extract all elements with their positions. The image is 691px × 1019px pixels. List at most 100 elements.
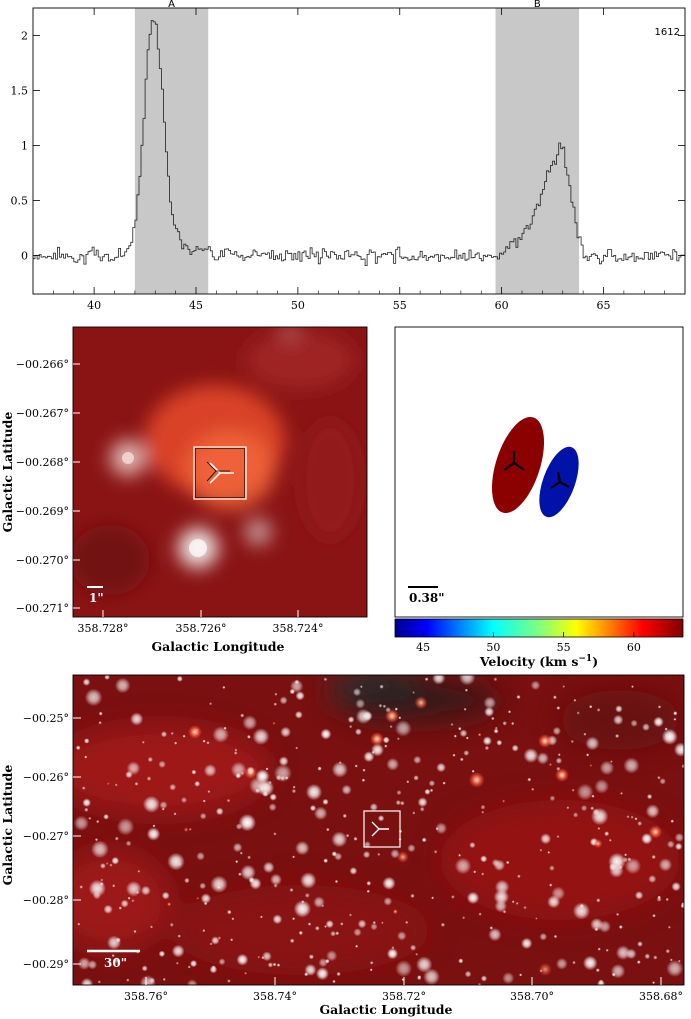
wide-bright-star	[188, 725, 202, 739]
wide-star	[203, 901, 208, 906]
wide-star	[465, 736, 469, 740]
wide-star	[235, 860, 239, 864]
wide-star	[677, 959, 681, 963]
wide-star	[681, 763, 684, 769]
wide-star	[147, 756, 153, 763]
wide-star	[370, 923, 378, 931]
wide-star	[353, 928, 362, 937]
spectrum-xtick-label: 65	[597, 299, 611, 312]
zoom-ytick-label: −00.266°	[16, 358, 69, 371]
wide-star	[265, 767, 269, 771]
wide-star	[97, 980, 101, 984]
wide-star	[382, 704, 387, 708]
zoom-scalebar-label: 1"	[89, 591, 104, 605]
wide-star	[199, 812, 207, 820]
wide-star	[109, 863, 113, 867]
wide-star	[142, 795, 160, 813]
component-b-marker-icon	[550, 471, 570, 489]
wide-star	[589, 764, 593, 767]
zoom-image-panel: 358.728° 358.726° 358.724° −00.266° −00.267°…	[0, 326, 368, 654]
wide-star	[82, 798, 91, 807]
wide-star	[576, 783, 594, 801]
wide-star	[429, 788, 434, 793]
wide-star	[238, 813, 256, 832]
wide-star	[227, 979, 231, 983]
wide-star	[581, 805, 588, 812]
wide-star	[566, 806, 570, 810]
wide-star	[634, 817, 638, 821]
wide-star	[555, 957, 568, 970]
wide-star	[386, 948, 399, 960]
wide-star	[355, 728, 362, 736]
wide-star	[309, 805, 317, 812]
wide-star	[230, 938, 234, 942]
wide-star	[295, 691, 305, 701]
wide-star	[480, 975, 488, 982]
wide-star	[100, 863, 106, 869]
spectrum-ytick-label: 0	[21, 250, 28, 263]
wide-star	[452, 753, 456, 757]
wide-bright-star	[370, 732, 384, 746]
wide-star	[377, 815, 385, 822]
wide-star	[585, 736, 600, 751]
wide-star	[511, 744, 519, 752]
wide-star	[352, 688, 362, 697]
wide-star	[397, 851, 409, 863]
wide-star	[464, 970, 472, 978]
wide-star	[73, 815, 89, 831]
wide-star	[613, 714, 624, 726]
wide-star	[269, 793, 277, 801]
wide-star	[360, 685, 363, 689]
wide-star	[557, 753, 561, 757]
wide-star	[111, 856, 120, 865]
wide-star	[681, 902, 684, 906]
wide-star	[330, 930, 336, 937]
wide-star	[270, 873, 282, 886]
wide-star	[515, 901, 519, 905]
wide-star	[511, 900, 515, 904]
wide-star	[140, 885, 151, 896]
wide-star	[480, 855, 488, 863]
wide-star	[295, 746, 299, 750]
wide-star	[275, 774, 282, 781]
wide-star	[362, 850, 371, 859]
wide-star	[355, 944, 359, 948]
wide-star	[169, 922, 174, 927]
wide-target-box	[363, 810, 401, 848]
wide-star	[227, 909, 232, 915]
wide-star	[611, 972, 616, 977]
wide-star	[304, 893, 310, 898]
wide-star	[249, 877, 262, 890]
wide-star	[240, 713, 245, 718]
wide-star	[459, 729, 468, 738]
wide-star	[531, 787, 535, 791]
wide-star	[555, 757, 563, 764]
wide-star	[665, 897, 669, 902]
wide-star	[618, 925, 623, 929]
wide-star	[615, 734, 620, 738]
wide-star	[167, 902, 172, 907]
wide-star	[553, 934, 558, 939]
wide-star	[202, 929, 206, 932]
wide-star	[304, 972, 309, 977]
wide-ytick-label: −00.27°	[23, 830, 69, 843]
wide-star	[670, 819, 674, 823]
wide-star	[125, 881, 142, 897]
spectrum-xtick-label: 55	[393, 299, 407, 312]
wide-star	[572, 902, 591, 920]
wide-star	[583, 732, 587, 736]
wide-star	[576, 711, 580, 715]
wide-star	[412, 811, 416, 815]
wide-star	[473, 870, 477, 874]
wide-star	[417, 975, 422, 981]
wide-star	[194, 780, 201, 787]
wide-star	[114, 836, 119, 841]
wide-star	[382, 736, 390, 744]
wide-star	[652, 914, 656, 918]
wide-star	[95, 838, 98, 842]
wide-star	[260, 915, 263, 919]
wide-star	[674, 832, 684, 843]
spectrum-panel: A B 40 45 50 55 60 65 0 0.5 1 1.5 2 1612	[11, 0, 686, 312]
wide-star	[274, 692, 278, 696]
velocity-frame	[394, 326, 684, 618]
